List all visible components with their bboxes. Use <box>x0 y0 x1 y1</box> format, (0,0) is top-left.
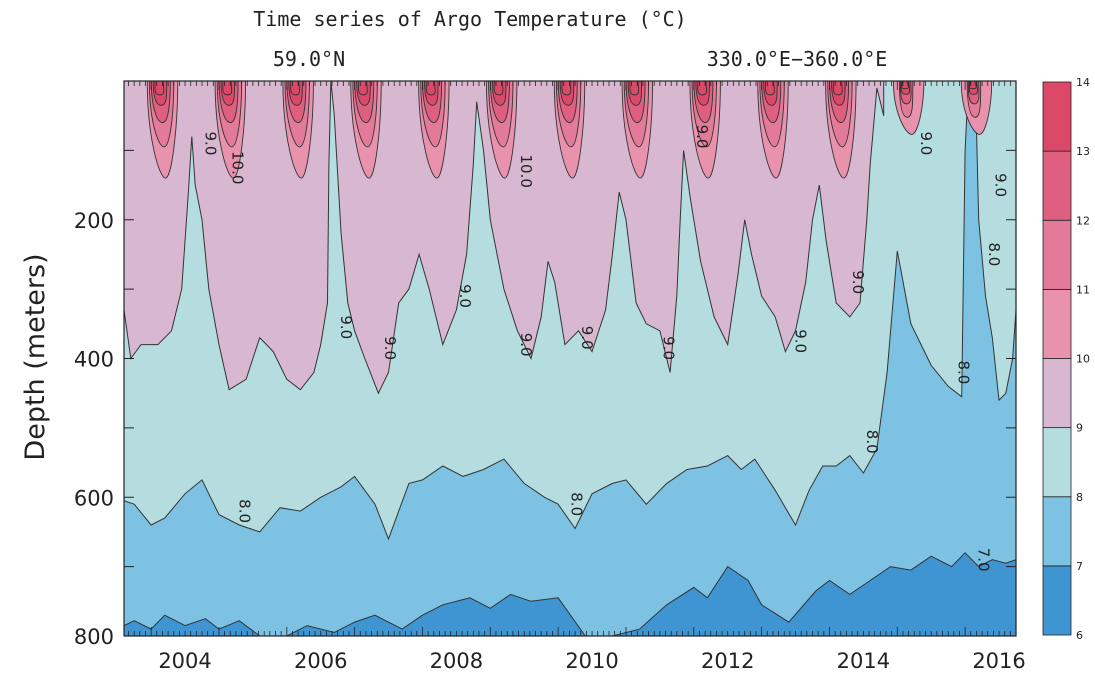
contour-label: 8.0 <box>985 243 1003 267</box>
warm-contour <box>493 81 504 96</box>
colorbar-label: 11 <box>1076 283 1090 296</box>
colorbar-label: 8 <box>1076 491 1083 504</box>
y-tick-label: 200 <box>74 209 114 233</box>
y-tick-label: 800 <box>74 625 114 649</box>
contour-label: 8.0 <box>235 499 253 523</box>
contour-label: 8.0 <box>863 430 881 454</box>
colorbar-swatch <box>1042 496 1072 567</box>
x-tick-label: 2014 <box>837 649 890 673</box>
y-axis-label: Depth (meters) <box>20 253 51 460</box>
warm-contour <box>561 81 572 96</box>
contour-label: 9.0 <box>917 132 935 156</box>
y-tick-label: 600 <box>74 486 114 510</box>
contour-label: 9.0 <box>456 284 474 308</box>
x-tick-label: 2008 <box>430 649 483 673</box>
colorbar-swatch <box>1042 427 1072 498</box>
colorbar-swatch <box>1042 288 1072 359</box>
contour-label: 9.0 <box>578 326 596 350</box>
x-tick-label: 2010 <box>565 649 618 673</box>
contour-label: 9.0 <box>693 125 711 149</box>
warm-contour <box>425 81 436 96</box>
colorbar-label: 12 <box>1076 214 1090 227</box>
contour-label: 9.0 <box>849 270 867 294</box>
contour-label: 9.0 <box>992 173 1010 197</box>
colorbar-swatch <box>1042 150 1072 221</box>
colorbar-label: 13 <box>1076 145 1090 158</box>
contour-label: 8.0 <box>568 492 586 516</box>
x-tick-label: 2012 <box>701 649 754 673</box>
contour-label: 10.0 <box>229 151 247 184</box>
contour-label: 9.0 <box>792 329 810 353</box>
colorbar-label: 10 <box>1076 353 1090 366</box>
contour-label: 8.0 <box>954 360 972 384</box>
warm-contour <box>832 81 843 96</box>
contour-label: 9.0 <box>337 315 355 339</box>
band-7-8 <box>124 81 1016 636</box>
x-tick-label: 2004 <box>158 649 211 673</box>
contour-label: 9.0 <box>517 333 535 357</box>
warm-contour <box>222 81 233 96</box>
colorbar-label: 7 <box>1076 560 1083 573</box>
warm-contour <box>697 81 707 96</box>
contour-label: 7.0 <box>975 548 993 572</box>
colorbar-label: 6 <box>1076 629 1083 642</box>
x-tick-label: 2006 <box>294 649 347 673</box>
colorbar-label: 9 <box>1076 422 1083 435</box>
y-tick-label: 400 <box>74 348 114 372</box>
colorbar-swatch <box>1042 358 1072 429</box>
band-9-10 <box>124 81 885 395</box>
colorbar-label: 14 <box>1076 76 1090 89</box>
contour-label: 10.0 <box>517 154 535 187</box>
chart-title: Time series of Argo Temperature (°C) <box>253 7 686 31</box>
contour-label: 9.0 <box>381 336 399 360</box>
plot-area <box>124 81 1016 636</box>
contour-label: 9.0 <box>201 132 219 156</box>
x-tick-label: 2016 <box>972 649 1025 673</box>
axes: 2004 2006 2008 2010 2012 2014 2016 200 400 600 800 <box>74 80 1026 673</box>
contour-labels: 9.0 10.0 9.0 9.0 9.0 10.0 9.0 9.0 9.0 9.0 9.0 9.0 9.… <box>201 125 1009 572</box>
latitude-label: 59.0°N <box>273 47 345 71</box>
longitude-range-label: 330.0°E−360.0°E <box>707 47 888 71</box>
colorbar: 6 7 8 9 10 11 12 13 14 <box>1042 76 1090 642</box>
warm-contour <box>765 81 775 96</box>
colorbar-swatch <box>1042 565 1072 636</box>
warm-contour <box>629 81 640 96</box>
warm-contour <box>154 81 165 96</box>
warm-contour <box>290 81 300 96</box>
colorbar-swatch <box>1042 219 1072 290</box>
warm-contour <box>358 81 368 96</box>
colorbar-swatch <box>1042 81 1072 152</box>
contour-label: 9.0 <box>659 336 677 360</box>
